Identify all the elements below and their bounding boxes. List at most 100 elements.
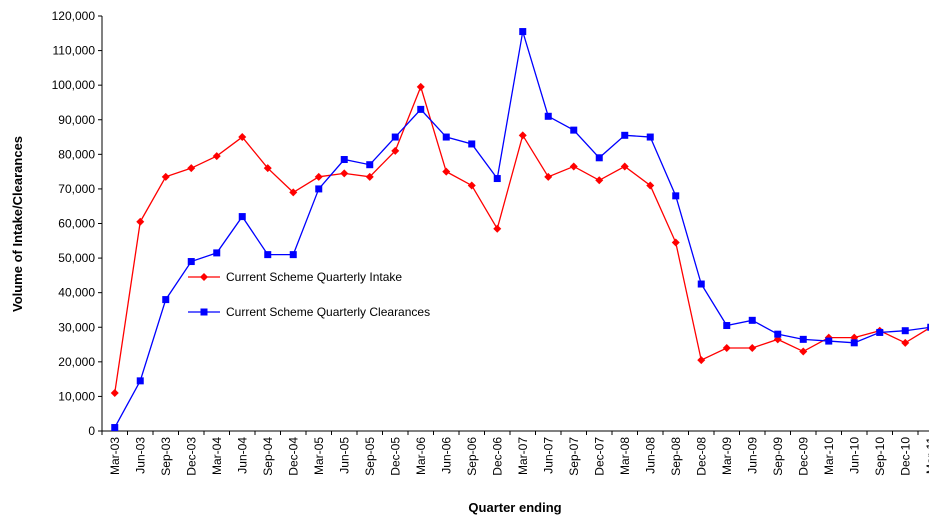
legend-label: Current Scheme Quarterly Intake bbox=[226, 270, 402, 284]
point bbox=[595, 176, 604, 185]
point bbox=[748, 316, 756, 324]
x-tick-label: Dec-07 bbox=[592, 437, 606, 476]
point bbox=[340, 156, 348, 164]
point bbox=[110, 388, 119, 397]
point bbox=[493, 175, 501, 183]
x-tick-label: Sep-09 bbox=[771, 437, 785, 476]
point bbox=[569, 162, 578, 171]
y-tick-label: 10,000 bbox=[58, 389, 95, 403]
point bbox=[544, 172, 553, 181]
x-tick-label: Jun-07 bbox=[541, 437, 555, 474]
point bbox=[200, 308, 208, 316]
x-tick-label: Jun-06 bbox=[439, 437, 453, 474]
y-tick-label: 40,000 bbox=[58, 286, 95, 300]
x-tick-label: Mar-07 bbox=[516, 437, 530, 475]
x-tick-label: Jun-04 bbox=[235, 437, 249, 474]
x-tick-label: Mar-06 bbox=[414, 437, 428, 475]
point bbox=[467, 181, 476, 190]
point bbox=[238, 133, 247, 142]
x-tick-label: Sep-06 bbox=[465, 437, 479, 476]
point bbox=[544, 112, 552, 120]
point bbox=[722, 344, 731, 352]
point bbox=[213, 249, 221, 257]
point bbox=[672, 192, 680, 200]
point bbox=[876, 328, 884, 336]
point bbox=[493, 224, 502, 233]
x-tick-label: Sep-05 bbox=[363, 437, 377, 476]
x-tick-label: Jun-09 bbox=[745, 437, 759, 474]
point bbox=[315, 185, 323, 193]
x-tick-label: Mar-03 bbox=[108, 437, 122, 475]
point bbox=[595, 154, 603, 162]
x-tick-label: Mar-09 bbox=[720, 437, 734, 475]
point bbox=[416, 82, 425, 91]
x-tick-label: Sep-03 bbox=[159, 437, 173, 476]
point bbox=[621, 131, 629, 139]
point bbox=[723, 322, 731, 330]
point bbox=[340, 169, 349, 178]
x-tick-label: Jun-05 bbox=[337, 437, 351, 474]
point bbox=[161, 172, 170, 181]
point bbox=[901, 327, 909, 335]
x-tick-label: Sep-10 bbox=[873, 437, 887, 476]
point bbox=[136, 217, 145, 226]
x-tick-label: Mar-08 bbox=[618, 437, 632, 475]
point bbox=[825, 337, 833, 345]
point bbox=[697, 356, 706, 365]
y-tick-label: 0 bbox=[88, 424, 95, 438]
point bbox=[850, 339, 858, 347]
x-tick-label: Mar-05 bbox=[312, 437, 326, 475]
point bbox=[136, 377, 144, 385]
point bbox=[289, 188, 298, 197]
y-tick-label: 20,000 bbox=[58, 355, 95, 369]
x-tick-label: Mar-04 bbox=[210, 437, 224, 475]
point bbox=[901, 338, 910, 347]
legend-label: Current Scheme Quarterly Clearances bbox=[226, 305, 430, 319]
point bbox=[570, 126, 578, 134]
point bbox=[314, 172, 323, 181]
y-tick-label: 70,000 bbox=[58, 182, 95, 196]
point bbox=[519, 28, 527, 36]
y-axis-title: Volume of Intake/Clearances bbox=[10, 136, 25, 312]
point bbox=[200, 273, 208, 281]
y-tick-label: 50,000 bbox=[58, 251, 95, 265]
point bbox=[391, 146, 400, 155]
x-tick-label: Dec-05 bbox=[388, 437, 402, 476]
x-tick-label: Dec-08 bbox=[694, 437, 708, 476]
point bbox=[365, 172, 374, 181]
point bbox=[238, 213, 246, 221]
point bbox=[620, 162, 629, 171]
y-tick-label: 90,000 bbox=[58, 113, 95, 127]
x-tick-label: Dec-06 bbox=[490, 437, 504, 476]
point bbox=[187, 258, 195, 266]
point bbox=[646, 181, 655, 190]
y-tick-label: 120,000 bbox=[52, 9, 96, 23]
x-tick-label: Mar-11 bbox=[924, 437, 929, 474]
x-tick-label: Jun-03 bbox=[133, 437, 147, 474]
x-tick-label: Dec-04 bbox=[286, 437, 300, 476]
x-axis-title: Quarter ending bbox=[468, 500, 561, 515]
point bbox=[442, 167, 451, 176]
point bbox=[671, 238, 680, 247]
point bbox=[162, 296, 170, 304]
x-tick-label: Sep-07 bbox=[567, 437, 581, 476]
point bbox=[187, 164, 196, 173]
x-tick-label: Jun-10 bbox=[847, 437, 861, 474]
point bbox=[417, 105, 425, 113]
point bbox=[799, 347, 808, 356]
point bbox=[646, 133, 654, 141]
x-tick-label: Dec-10 bbox=[898, 437, 912, 476]
y-tick-label: 80,000 bbox=[58, 147, 95, 161]
y-tick-label: 30,000 bbox=[58, 320, 95, 334]
series-line bbox=[114, 31, 929, 428]
x-tick-label: Sep-08 bbox=[669, 437, 683, 476]
point bbox=[518, 131, 527, 140]
point bbox=[111, 424, 119, 432]
point bbox=[799, 335, 807, 343]
point bbox=[391, 133, 399, 141]
point bbox=[442, 133, 450, 141]
point bbox=[366, 161, 374, 169]
point bbox=[468, 140, 476, 148]
